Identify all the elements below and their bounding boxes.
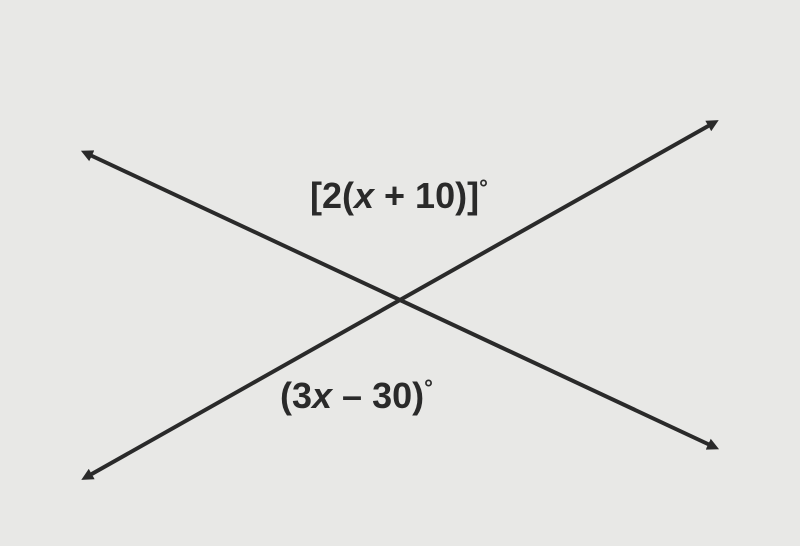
- bottom-middle: – 30): [332, 375, 424, 416]
- intersecting-lines-diagram: [2(x + 10)]° (3x – 30)°: [0, 0, 800, 546]
- top-variable: x: [354, 175, 374, 216]
- bottom-angle-label: (3x – 30)°: [280, 375, 433, 417]
- bottom-variable: x: [312, 375, 332, 416]
- top-prefix: [2(: [310, 175, 354, 216]
- top-angle-label: [2(x + 10)]°: [310, 175, 488, 217]
- bottom-prefix: (3: [280, 375, 312, 416]
- top-middle: + 10)]: [374, 175, 479, 216]
- bottom-degree: °: [424, 375, 433, 400]
- lines-svg: [0, 0, 800, 546]
- top-degree: °: [479, 175, 488, 200]
